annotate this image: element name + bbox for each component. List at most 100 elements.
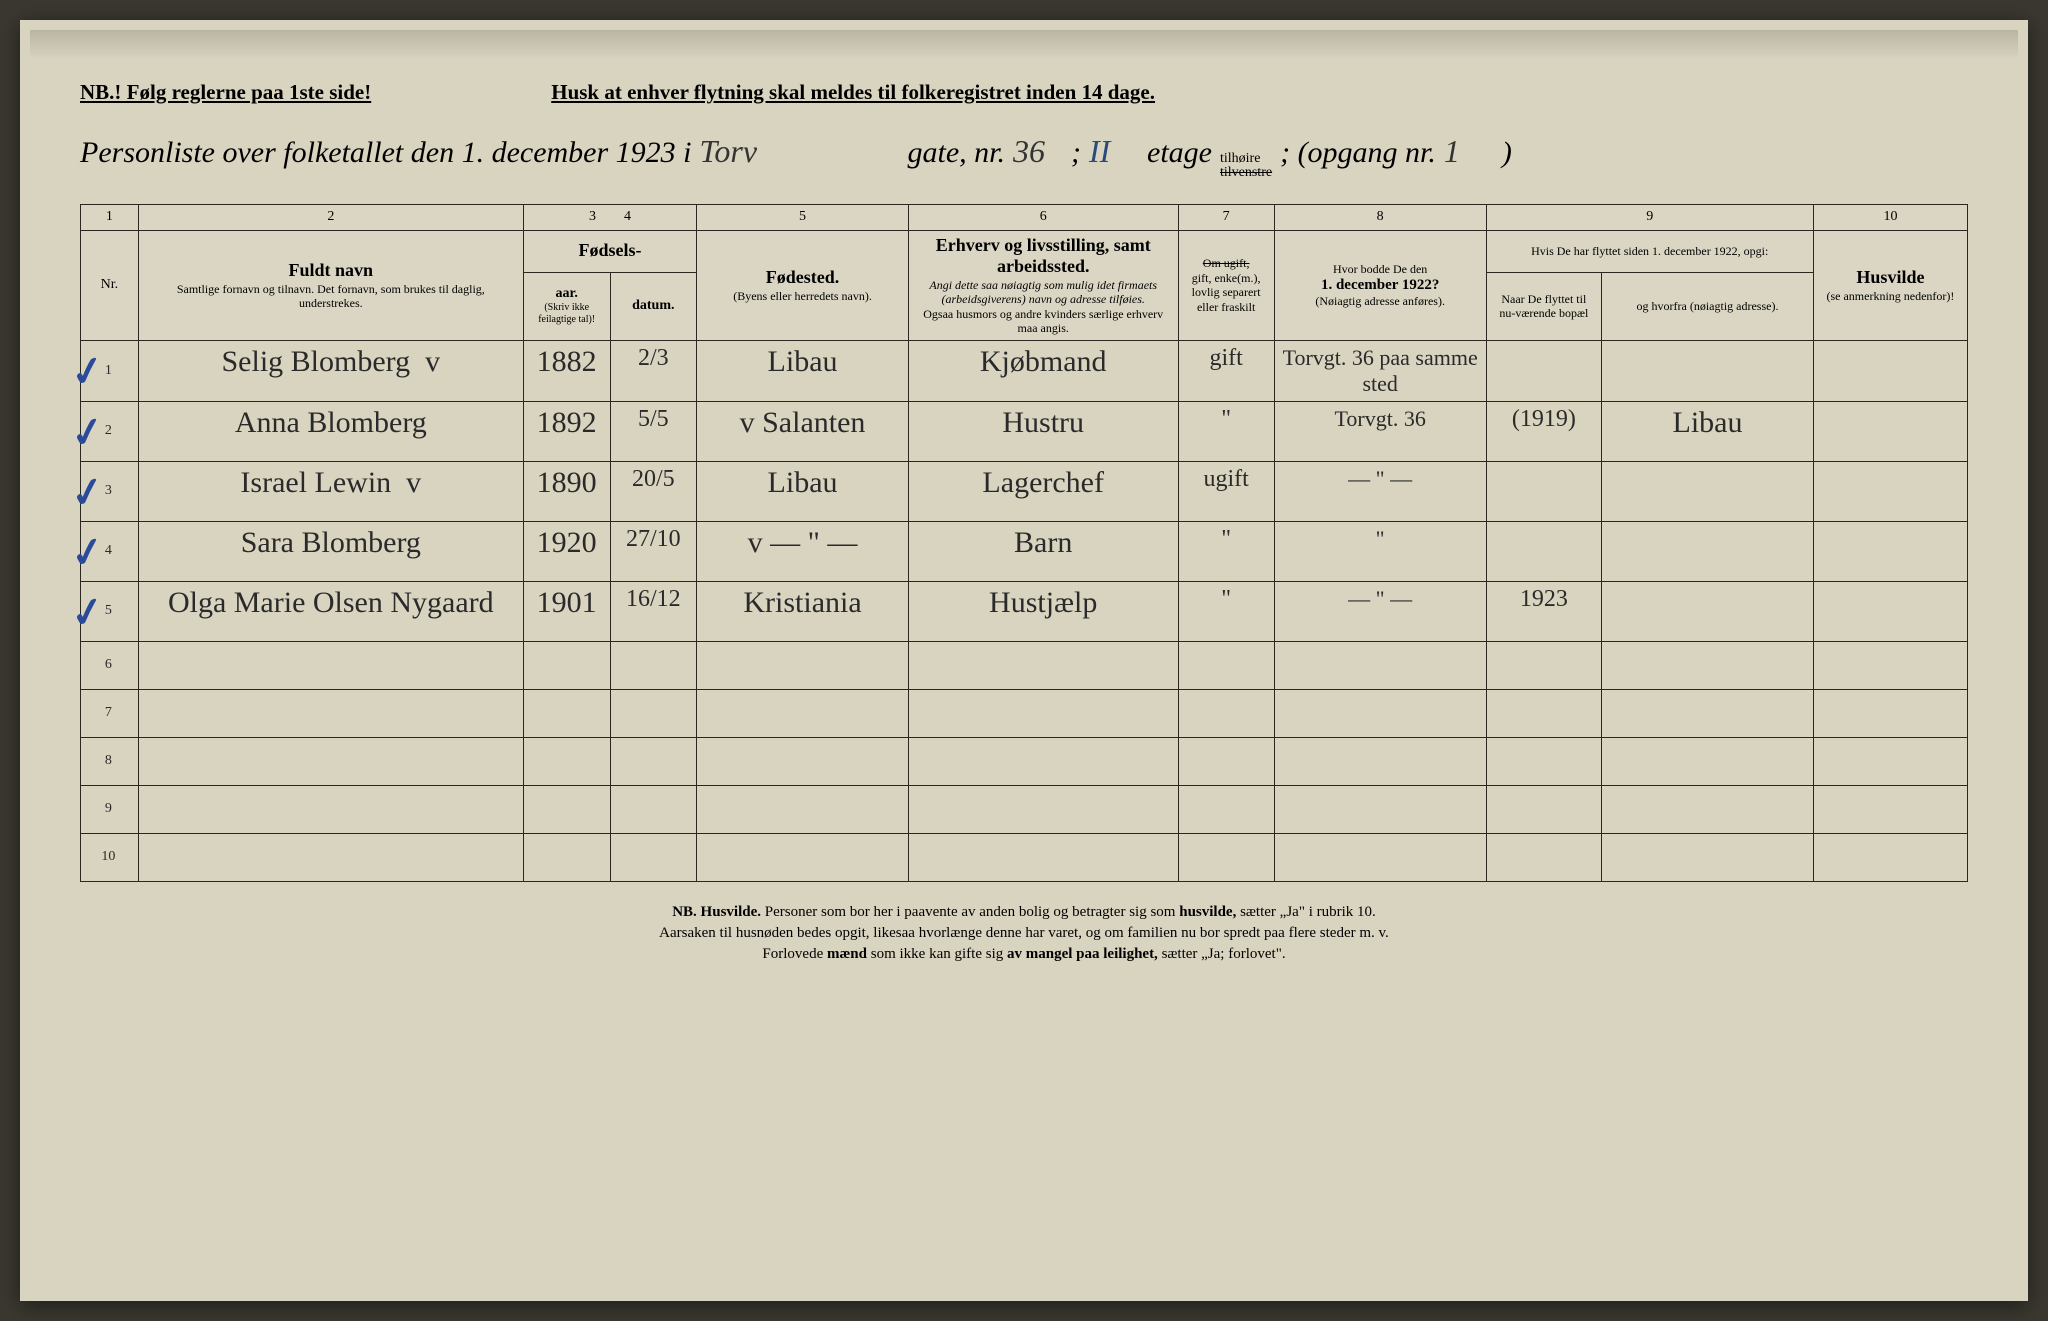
cell-empty <box>1274 833 1486 881</box>
cell-empty <box>1813 737 1967 785</box>
row-nr: ✓5 <box>81 581 139 641</box>
etage-label: etage <box>1147 136 1212 170</box>
table-row: ✓2 Anna Blomberg 1892 5/5 v Salanten Hus… <box>81 401 1968 461</box>
hdr-husvilde-sub: (se anmerkning nedenfor)! <box>1820 289 1961 303</box>
check-mark: ✓ <box>67 346 108 397</box>
cell-status: " <box>1178 581 1274 641</box>
hdr-husvilde-main: Husvilde <box>1820 267 1961 289</box>
table-row: ✓5 Olga Marie Olsen Nygaard 1901 16/12 K… <box>81 581 1968 641</box>
cell-occupation: Kjøbmand <box>908 340 1178 401</box>
cell-empty <box>1486 737 1602 785</box>
colnum-2: 2 <box>138 205 523 231</box>
hdr-datum-txt: datum. <box>617 298 691 315</box>
footer-l3a: Forlovede <box>762 946 827 962</box>
footer-l3d: av mangel paa leilighet, <box>1007 946 1158 962</box>
cell-moved-from <box>1602 461 1814 521</box>
street-field: Torv <box>700 133 900 171</box>
hdr-nr: Nr. <box>81 230 139 340</box>
cell-empty <box>697 641 909 689</box>
hdr-fullname: Fuldt navn Samtlige fornavn og tilnavn. … <box>138 230 523 340</box>
cell-empty <box>523 641 610 689</box>
cell-empty <box>1602 833 1814 881</box>
cell-empty <box>610 737 697 785</box>
cell-empty <box>908 641 1178 689</box>
cell-empty <box>1178 737 1274 785</box>
cell-empty <box>138 833 523 881</box>
cell-empty <box>1178 641 1274 689</box>
check-mark: ✓ <box>67 527 108 578</box>
cell-husvilde <box>1813 461 1967 521</box>
row-nr: 7 <box>81 689 139 737</box>
footer-l1b: Personer som bor her i paavente av anden… <box>765 904 1179 920</box>
hdr-aar-note: (Skriv ikke feilagtige tal)! <box>530 302 604 326</box>
table-row-empty: 8 <box>81 737 1968 785</box>
cell-empty <box>908 833 1178 881</box>
cell-empty <box>610 833 697 881</box>
footer-l3b: mænd <box>827 946 867 962</box>
cell-name: Selig Blomberg v <box>138 340 523 401</box>
footer-nb: NB. Husvilde. <box>672 904 761 920</box>
cell-empty <box>1274 785 1486 833</box>
check-mark: ✓ <box>67 467 108 518</box>
cell-empty <box>697 737 909 785</box>
hdr-erhverv-sub2: Ogsaa husmors og andre kvinders særlige … <box>915 307 1172 336</box>
hdr-fodsels-main: Fødsels- <box>530 240 690 262</box>
hdr-erhverv-sub1: Angi dette saa nøiagtig som mulig idet f… <box>915 278 1172 307</box>
footer-l1c: husvilde, <box>1179 904 1236 920</box>
hdr-fodested-sub: (Byens eller herredets navn). <box>703 289 902 303</box>
cell-status: " <box>1178 521 1274 581</box>
table-row: ✓4 Sara Blomberg 1920 27/10 v — " — Barn… <box>81 521 1968 581</box>
hdr-fodsels: Fødsels- <box>523 230 696 272</box>
hdr-moved: Hvis De har flyttet siden 1. december 19… <box>1486 230 1813 272</box>
cell-occupation: Barn <box>908 521 1178 581</box>
check-mark: ✓ <box>67 407 108 458</box>
hdr-aar-txt: aar. <box>530 286 604 303</box>
table-row-empty: 9 <box>81 785 1968 833</box>
gate-label: gate, nr. <box>908 136 1006 170</box>
top-instructions: NB.! Følg reglerne paa 1ste side! Husk a… <box>80 80 1968 105</box>
cell-birthplace: v — " — <box>697 521 909 581</box>
table-header: 1 2 3 4 5 6 7 8 9 10 Nr. Fuldt navn Samt… <box>81 205 1968 341</box>
cell-addr1922: " <box>1274 521 1486 581</box>
cell-empty <box>697 689 909 737</box>
colnum-1: 1 <box>81 205 139 231</box>
cell-empty <box>1602 737 1814 785</box>
hdr-fodested: Fødested. (Byens eller herredets navn). <box>697 230 909 340</box>
cell-empty <box>523 833 610 881</box>
close-paren: ) <box>1502 136 1512 170</box>
cell-empty <box>1274 689 1486 737</box>
hdr-moved-from: og hvorfra (nøiagtig adresse). <box>1602 272 1814 340</box>
hdr-moved-when-txt: Naar De flyttet til nu-værende bopæl <box>1493 292 1596 321</box>
title-prefix: Personliste over folketallet den 1. dece… <box>80 136 692 170</box>
cell-date: 27/10 <box>610 521 697 581</box>
table-row: ✓1 Selig Blomberg v 1882 2/3 Libau Kjøbm… <box>81 340 1968 401</box>
footer-l1d: sætter „Ja" i rubrik 10. <box>1240 904 1376 920</box>
hdr-addr-main: Hvor bodde De den <box>1281 262 1480 276</box>
cell-empty <box>908 689 1178 737</box>
cell-empty <box>1813 785 1967 833</box>
cell-empty <box>610 641 697 689</box>
colnum-3-4: 3 4 <box>523 205 696 231</box>
cell-occupation: Hustjælp <box>908 581 1178 641</box>
cell-empty <box>1486 785 1602 833</box>
hdr-moved-from-txt: og hvorfra (nøiagtig adresse). <box>1608 299 1807 313</box>
hdr-erhverv: Erhverv og livsstilling, samt arbeidsste… <box>908 230 1178 340</box>
cell-husvilde <box>1813 340 1967 401</box>
row-nr: 9 <box>81 785 139 833</box>
cell-year: 1901 <box>523 581 610 641</box>
cell-addr1922: — " — <box>1274 461 1486 521</box>
cell-empty <box>610 689 697 737</box>
hdr-status-top: Om ugift, <box>1185 256 1268 270</box>
hdr-addr-sub: (Nøiagtig adresse anføres). <box>1281 294 1480 308</box>
row-nr: 6 <box>81 641 139 689</box>
cell-husvilde <box>1813 581 1967 641</box>
row-nr: ✓3 <box>81 461 139 521</box>
cell-moved-from: Libau <box>1602 401 1814 461</box>
cell-empty <box>138 785 523 833</box>
row-nr: ✓2 <box>81 401 139 461</box>
hdr-moved-main: Hvis De har flyttet siden 1. december 19… <box>1493 244 1807 258</box>
cell-name: Anna Blomberg <box>138 401 523 461</box>
row-nr: ✓1 <box>81 340 139 401</box>
cell-date: 5/5 <box>610 401 697 461</box>
cell-occupation: Hustru <box>908 401 1178 461</box>
